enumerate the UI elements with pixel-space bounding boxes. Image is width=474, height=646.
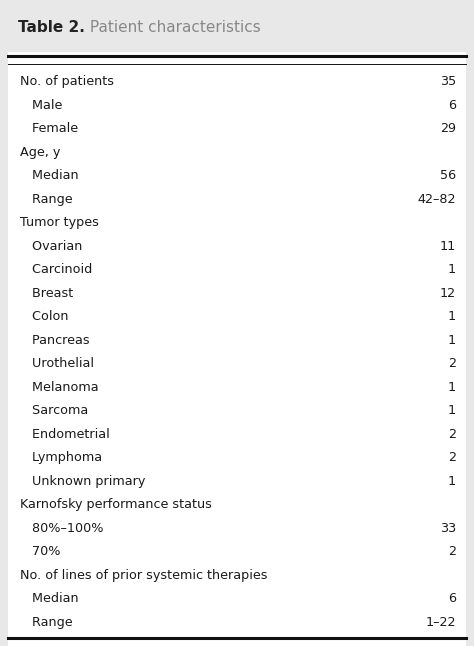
Text: 1: 1 — [448, 334, 456, 347]
Text: 11: 11 — [440, 240, 456, 253]
Text: Carcinoid: Carcinoid — [20, 264, 92, 276]
Text: Karnofsky performance status: Karnofsky performance status — [20, 498, 212, 511]
Text: 2: 2 — [448, 452, 456, 464]
Text: Lymphoma: Lymphoma — [20, 452, 102, 464]
Text: Melanoma: Melanoma — [20, 380, 99, 394]
Text: 56: 56 — [440, 169, 456, 182]
Text: Male: Male — [20, 99, 63, 112]
Text: 1: 1 — [448, 475, 456, 488]
Text: Tumor types: Tumor types — [20, 216, 99, 229]
FancyBboxPatch shape — [8, 52, 466, 646]
Text: Age, y: Age, y — [20, 146, 60, 159]
Text: Colon: Colon — [20, 310, 69, 323]
Text: Table 2.: Table 2. — [18, 21, 85, 36]
Text: 1–22: 1–22 — [426, 616, 456, 629]
Text: 6: 6 — [448, 99, 456, 112]
Text: Breast: Breast — [20, 287, 73, 300]
Text: No. of patients: No. of patients — [20, 75, 114, 89]
Text: Patient characteristics: Patient characteristics — [85, 21, 261, 36]
Text: Median: Median — [20, 169, 79, 182]
Text: Sarcoma: Sarcoma — [20, 404, 88, 417]
Text: 1: 1 — [448, 380, 456, 394]
Text: Ovarian: Ovarian — [20, 240, 82, 253]
Text: Endometrial: Endometrial — [20, 428, 110, 441]
Text: 35: 35 — [440, 75, 456, 89]
Text: 2: 2 — [448, 545, 456, 558]
Text: 70%: 70% — [20, 545, 61, 558]
Text: Unknown primary: Unknown primary — [20, 475, 146, 488]
Text: Urothelial: Urothelial — [20, 357, 94, 370]
Text: No. of lines of prior systemic therapies: No. of lines of prior systemic therapies — [20, 568, 267, 582]
Text: 12: 12 — [440, 287, 456, 300]
Text: 29: 29 — [440, 122, 456, 135]
Text: 1: 1 — [448, 404, 456, 417]
Text: Range: Range — [20, 616, 73, 629]
Text: Female: Female — [20, 122, 78, 135]
Text: 1: 1 — [448, 264, 456, 276]
Text: 33: 33 — [440, 522, 456, 535]
Text: 2: 2 — [448, 357, 456, 370]
Text: Median: Median — [20, 592, 79, 605]
Text: Pancreas: Pancreas — [20, 334, 90, 347]
Text: 6: 6 — [448, 592, 456, 605]
FancyBboxPatch shape — [8, 0, 466, 52]
Text: 42–82: 42–82 — [418, 193, 456, 205]
Text: 1: 1 — [448, 310, 456, 323]
Text: 80%–100%: 80%–100% — [20, 522, 103, 535]
Text: Range: Range — [20, 193, 73, 205]
Text: 2: 2 — [448, 428, 456, 441]
